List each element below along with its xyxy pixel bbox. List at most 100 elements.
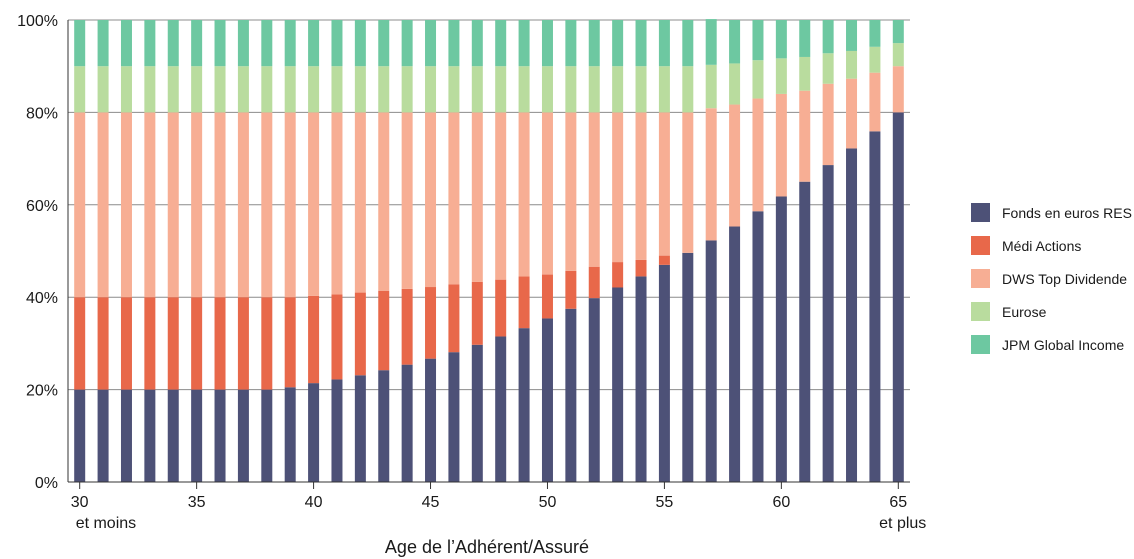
bar-segment	[97, 20, 109, 67]
bar-segment	[448, 352, 460, 482]
bar-segment	[401, 112, 413, 289]
bar-segment	[752, 211, 764, 482]
bar-segment	[97, 66, 109, 113]
bar-segment	[588, 266, 600, 299]
bar-segment	[822, 165, 834, 482]
bar-segment	[425, 66, 437, 113]
bar-segment	[74, 112, 86, 298]
bar-segment	[214, 297, 226, 390]
bar-segment	[541, 318, 553, 482]
y-tick-label: 80%	[26, 105, 58, 122]
bar-segment	[167, 20, 179, 67]
bar-segment	[214, 20, 226, 67]
bar-segment	[682, 20, 694, 67]
bar-segment	[588, 66, 600, 113]
bar-segment	[167, 297, 179, 390]
legend-swatch	[971, 236, 990, 255]
bar-segment	[658, 264, 670, 482]
bar-segment	[284, 20, 296, 67]
bar-segment	[846, 20, 858, 51]
bar-segment	[261, 112, 273, 298]
bar-segment	[167, 112, 179, 298]
bar-segment	[191, 66, 203, 113]
bar-segment	[308, 20, 320, 67]
bar-segment	[308, 383, 320, 482]
bar-segment	[869, 131, 881, 483]
bar-segment	[846, 50, 858, 79]
bar-segment	[167, 66, 179, 113]
legend-swatch	[971, 269, 990, 288]
bar-segment	[612, 287, 624, 482]
legend-label: Médi Actions	[1002, 237, 1082, 254]
bar-segment	[74, 66, 86, 113]
bar-segment	[892, 112, 904, 483]
bar-segment	[822, 83, 834, 166]
bar-segment	[799, 181, 811, 482]
bar-segment	[331, 112, 343, 295]
y-tick-label: 60%	[26, 198, 58, 215]
bar-segment	[869, 72, 881, 132]
bar-segment	[284, 66, 296, 113]
bar-segment	[425, 112, 437, 288]
bar-segment	[425, 358, 437, 482]
bar-segment	[846, 148, 858, 482]
bar-segment	[612, 66, 624, 113]
legend-swatch	[971, 203, 990, 222]
bar-segment	[471, 20, 483, 67]
bar-segment	[729, 104, 741, 227]
x-tick-label: 65	[889, 494, 907, 511]
y-tick-label: 40%	[26, 290, 58, 307]
bar-segment	[495, 66, 507, 113]
bar-segment	[729, 226, 741, 482]
bar-segment	[682, 252, 694, 482]
bar-segment	[237, 389, 249, 482]
bar-segment	[635, 66, 647, 113]
legend: Fonds en euros RES Médi Actions DWS Top Di…	[971, 196, 1132, 361]
bar-segment	[425, 287, 437, 359]
bar-segment	[612, 112, 624, 263]
bar-segment	[261, 66, 273, 113]
bar-segment	[191, 20, 203, 67]
bar-segment	[682, 112, 694, 253]
bar-segment	[401, 288, 413, 365]
bar-segment	[471, 66, 483, 113]
bar-segment	[682, 66, 694, 113]
legend-swatch	[971, 302, 990, 321]
bar-segment	[425, 20, 437, 67]
y-tick-label: 20%	[26, 383, 58, 400]
bar-segment	[495, 336, 507, 482]
bar-segment	[752, 20, 764, 61]
bar-segment	[518, 328, 530, 482]
bar-segment	[214, 389, 226, 482]
bar-segment	[308, 66, 320, 113]
bar-segment	[729, 20, 741, 64]
bar-segment	[635, 276, 647, 482]
bar-segment	[354, 292, 366, 376]
x-tick-label: 30	[71, 494, 89, 511]
legend-item: Fonds en euros RES	[971, 196, 1132, 229]
x-tick-label: 45	[422, 494, 440, 511]
bar-segment	[799, 56, 811, 91]
bar-segment	[658, 66, 670, 113]
bar-segment	[97, 297, 109, 390]
bar-segment	[518, 20, 530, 67]
bar-segment	[495, 279, 507, 337]
bar-segment	[869, 20, 881, 47]
y-tick-labels: 0% 20% 40% 60% 80% 100%	[17, 13, 58, 492]
bar-segment	[471, 112, 483, 282]
bar-segment	[120, 297, 132, 390]
x-tick-label: 50	[539, 494, 557, 511]
bar-segment	[308, 295, 320, 384]
bar-segment	[588, 112, 600, 267]
bar-segment	[635, 20, 647, 67]
bar-segment	[261, 389, 273, 482]
bar-segment	[892, 20, 904, 44]
bar-segment	[331, 294, 343, 380]
x-tick-label: 40	[305, 494, 323, 511]
x-tick-sublabel: et moins	[76, 515, 136, 532]
bar-segment	[237, 66, 249, 113]
bar-segment	[191, 389, 203, 482]
x-axis-title: Age de l’Adhérent/Assuré	[385, 537, 589, 557]
bar-segment	[588, 298, 600, 482]
